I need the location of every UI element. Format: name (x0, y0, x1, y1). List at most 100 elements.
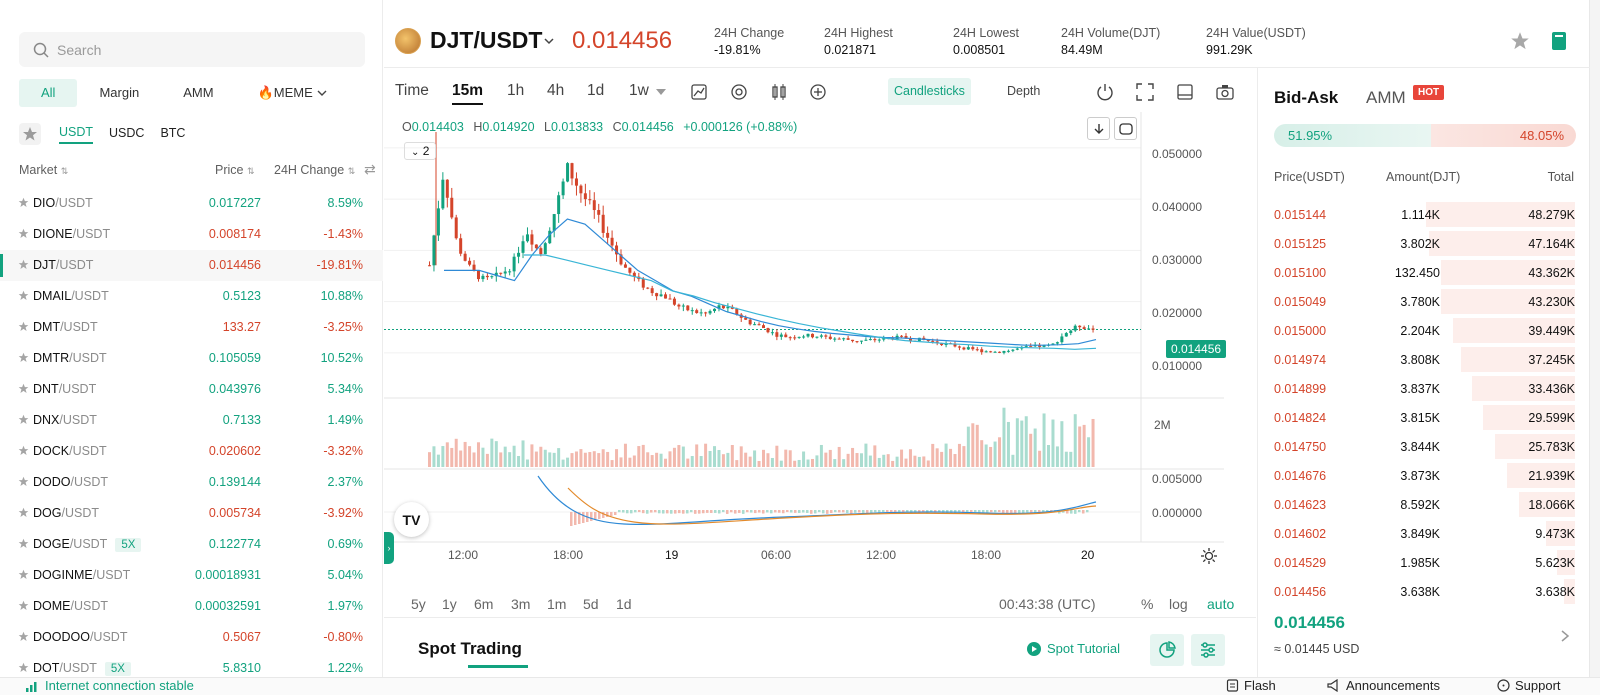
tab-margin[interactable]: Margin (99, 85, 140, 100)
pair-selector[interactable]: DJT/USDT (430, 27, 543, 53)
market-row[interactable]: DOGINME/USDT 0.00018931 5.04% (0, 560, 383, 591)
market-row[interactable]: DMT/USDT 133.27 -3.25% (0, 312, 383, 343)
auto-toggle[interactable]: auto (1207, 596, 1235, 612)
market-row[interactable]: DOODOO/USDT 0.5067 -0.80% (0, 622, 383, 653)
chart-settings-icon[interactable] (1201, 548, 1217, 564)
chevron-down-icon[interactable] (542, 34, 556, 48)
pie-chart-button[interactable] (1150, 634, 1184, 666)
market-row[interactable]: DMTR/USDT 0.105059 10.52% (0, 343, 383, 374)
collapse-panel-tab[interactable]: › (384, 532, 394, 564)
star-icon[interactable] (18, 662, 29, 673)
star-icon[interactable] (18, 507, 29, 518)
mode-depth[interactable]: Depth (1007, 84, 1041, 98)
star-icon[interactable] (18, 414, 29, 425)
market-row[interactable]: DOG/USDT 0.005734 -3.92% (0, 498, 383, 529)
interval-1w[interactable]: 1w (629, 82, 649, 99)
reset-icon[interactable] (1096, 83, 1114, 101)
support-link[interactable]: Support (1497, 678, 1561, 693)
book-icon[interactable] (1550, 31, 1568, 51)
swap-columns-icon[interactable]: ⇄ (364, 161, 376, 177)
tab-amm-book[interactable]: AMM (1366, 88, 1406, 107)
search-input[interactable]: Search (19, 32, 365, 67)
market-row[interactable]: DJT/USDT 0.014456 -19.81% (0, 250, 383, 281)
market-row[interactable]: DODO/USDT 0.139144 2.37% (0, 467, 383, 498)
market-row[interactable]: DOCK/USDT 0.020602 -3.32% (0, 436, 383, 467)
tab-bid-ask[interactable]: Bid-Ask (1274, 88, 1339, 107)
col-market[interactable]: Market ⇅ (19, 163, 68, 177)
add-circle-icon[interactable] (809, 83, 827, 101)
market-row[interactable]: DNT/USDT 0.043976 5.34% (0, 374, 383, 405)
settings-icon[interactable] (730, 83, 748, 101)
quote-usdc[interactable]: USDC (109, 125, 145, 140)
quote-usdt[interactable]: USDT (59, 125, 94, 144)
ask-row[interactable]: 0.014899 3.837K 33.436K (1258, 374, 1591, 403)
spot-tutorial-link[interactable]: Spot Tutorial (1027, 641, 1120, 656)
indicators-icon[interactable] (770, 83, 788, 101)
interval-1h[interactable]: 1h (507, 82, 525, 99)
announcements-link[interactable]: Announcements (1327, 678, 1440, 693)
fullscreen-icon[interactable] (1136, 83, 1154, 101)
trade-settings-button[interactable] (1191, 634, 1225, 666)
star-icon[interactable] (18, 197, 29, 208)
interval-15m[interactable]: 15m (452, 82, 484, 105)
caret-down-icon[interactable] (656, 88, 666, 96)
camera-icon[interactable] (1216, 83, 1234, 101)
ask-row[interactable]: 0.015125 3.802K 47.164K (1258, 229, 1591, 258)
market-row[interactable]: DMAIL/USDT 0.5123 10.88% (0, 281, 383, 312)
range-6m[interactable]: 6m (474, 596, 494, 612)
interval-time[interactable]: Time (395, 82, 429, 99)
range-1d[interactable]: 1d (616, 596, 632, 612)
star-icon[interactable] (18, 352, 29, 363)
star-icon[interactable] (18, 631, 29, 642)
star-icon[interactable] (18, 383, 29, 394)
favorite-star-icon[interactable] (1510, 31, 1530, 51)
mode-candlesticks[interactable]: Candlesticks (888, 78, 971, 105)
candlestick-chart[interactable] (384, 112, 1256, 586)
price-chart[interactable]: O0.014403 H0.014920 L0.013833 C0.014456 … (384, 112, 1256, 586)
ask-row[interactable]: 0.014974 3.808K 37.245K (1258, 345, 1591, 374)
line-chart-icon[interactable] (690, 83, 708, 101)
ask-row[interactable]: 0.015144 1.114K 48.279K (1258, 200, 1591, 229)
market-row[interactable]: DNX/USDT 0.7133 1.49% (0, 405, 383, 436)
favorites-button[interactable] (19, 123, 41, 145)
flash-link[interactable]: Flash (1226, 678, 1276, 693)
ask-row[interactable]: 0.014623 8.592K 18.066K (1258, 490, 1591, 519)
range-3m[interactable]: 3m (511, 596, 531, 612)
star-icon[interactable] (18, 445, 29, 456)
star-icon[interactable] (18, 321, 29, 332)
star-icon[interactable] (18, 259, 29, 270)
star-icon[interactable] (18, 538, 29, 549)
quote-btc[interactable]: BTC (160, 125, 186, 140)
chevron-right-icon[interactable] (1560, 629, 1570, 643)
ask-row[interactable]: 0.015000 2.204K 39.449K (1258, 316, 1591, 345)
ask-row[interactable]: 0.014456 3.638K 3.638K (1258, 577, 1591, 606)
ask-row[interactable]: 0.015049 3.780K 43.230K (1258, 287, 1591, 316)
interval-4h[interactable]: 4h (547, 82, 565, 99)
range-5d[interactable]: 5d (583, 596, 599, 612)
fit-chart-button[interactable] (1114, 117, 1137, 140)
market-row[interactable]: DIONE/USDT 0.008174 -1.43% (0, 219, 383, 250)
market-row[interactable]: DIO/USDT 0.017227 8.59% (0, 188, 383, 219)
log-toggle[interactable]: log (1169, 596, 1188, 612)
col-change[interactable]: 24H Change ⇅ (274, 163, 355, 177)
ask-row[interactable]: 0.015100 132.450 43.362K (1258, 258, 1591, 287)
tradingview-logo[interactable]: TV (394, 502, 429, 537)
star-icon[interactable] (18, 228, 29, 239)
range-1m[interactable]: 1m (547, 596, 567, 612)
interval-1d[interactable]: 1d (587, 82, 605, 99)
star-icon[interactable] (18, 569, 29, 580)
market-row[interactable]: DOME/USDT 0.00032591 1.97% (0, 591, 383, 622)
market-row[interactable]: DOT/USDT 5X 5.8310 1.22% (0, 653, 383, 684)
range-1y[interactable]: 1y (442, 596, 457, 612)
utc-clock[interactable]: 00:43:38 (UTC) (999, 596, 1096, 612)
ask-row[interactable]: 0.014529 1.985K 5.623K (1258, 548, 1591, 577)
layout-icon[interactable] (1176, 83, 1194, 101)
tab-all[interactable]: All (19, 79, 78, 107)
ask-row[interactable]: 0.014824 3.815K 29.599K (1258, 403, 1591, 432)
ask-row[interactable]: 0.014676 3.873K 21.939K (1258, 461, 1591, 490)
percent-toggle[interactable]: % (1141, 596, 1154, 612)
ask-row[interactable]: 0.014602 3.849K 9.473K (1258, 519, 1591, 548)
indicator-toggle[interactable]: ⌄ 2 (404, 142, 437, 160)
range-5y[interactable]: 5y (411, 596, 426, 612)
spot-trading-title[interactable]: Spot Trading (418, 639, 522, 658)
